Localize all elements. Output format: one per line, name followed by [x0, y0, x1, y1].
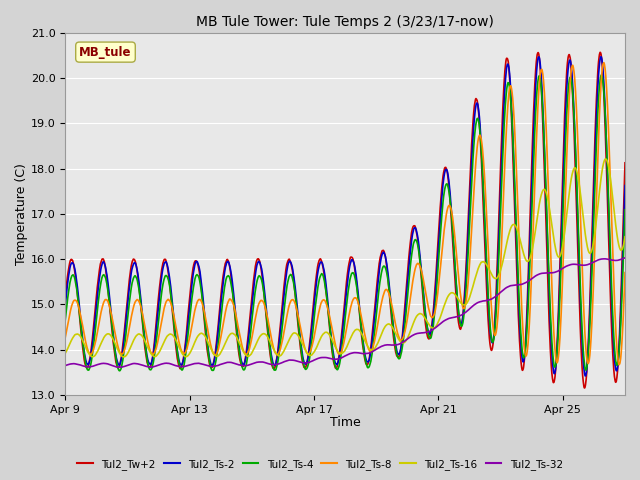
Title: MB Tule Tower: Tule Temps 2 (3/23/17-now): MB Tule Tower: Tule Temps 2 (3/23/17-now… — [196, 15, 494, 29]
Text: MB_tule: MB_tule — [79, 46, 132, 59]
X-axis label: Time: Time — [330, 416, 360, 429]
Legend: Tul2_Tw+2, Tul2_Ts-2, Tul2_Ts-4, Tul2_Ts-8, Tul2_Ts-16, Tul2_Ts-32: Tul2_Tw+2, Tul2_Ts-2, Tul2_Ts-4, Tul2_Ts… — [73, 455, 567, 474]
Y-axis label: Temperature (C): Temperature (C) — [15, 163, 28, 265]
